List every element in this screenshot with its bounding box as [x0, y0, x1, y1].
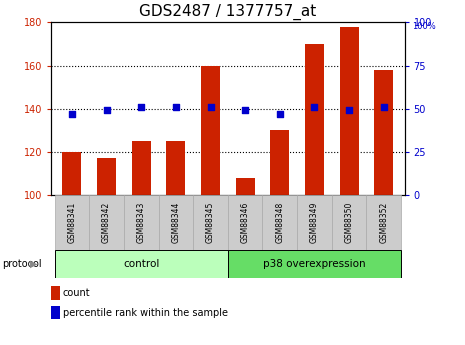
Bar — [270, 130, 289, 195]
Text: ▶: ▶ — [30, 259, 37, 269]
Bar — [305, 44, 324, 195]
Text: GSM88350: GSM88350 — [345, 202, 353, 243]
Text: control: control — [123, 259, 159, 269]
Bar — [132, 141, 151, 195]
Text: GSM88342: GSM88342 — [102, 202, 111, 243]
Bar — [54, 195, 89, 250]
Text: GSM88346: GSM88346 — [241, 202, 250, 243]
Point — [207, 104, 214, 110]
Bar — [62, 152, 81, 195]
Bar — [54, 250, 228, 278]
Text: GSM88348: GSM88348 — [275, 202, 284, 243]
Bar — [297, 195, 332, 250]
Text: GSM88343: GSM88343 — [137, 202, 146, 243]
Text: GSM88349: GSM88349 — [310, 202, 319, 243]
Point — [241, 108, 249, 113]
Title: GDS2487 / 1377757_at: GDS2487 / 1377757_at — [139, 3, 317, 20]
Text: GSM88344: GSM88344 — [172, 202, 180, 243]
Bar — [228, 250, 401, 278]
Text: GSM88345: GSM88345 — [206, 202, 215, 243]
Bar — [159, 195, 193, 250]
Text: percentile rank within the sample: percentile rank within the sample — [63, 308, 228, 317]
Text: protocol: protocol — [2, 259, 42, 269]
Bar — [193, 195, 228, 250]
Bar — [89, 195, 124, 250]
Point — [345, 108, 353, 113]
Point — [103, 108, 110, 113]
Point — [380, 104, 387, 110]
Point — [172, 104, 179, 110]
Bar — [166, 141, 186, 195]
Point — [311, 104, 318, 110]
Text: count: count — [63, 288, 90, 298]
Bar — [97, 158, 116, 195]
Text: 100%: 100% — [412, 22, 435, 31]
Bar — [263, 195, 297, 250]
Text: GSM88352: GSM88352 — [379, 202, 388, 243]
Bar — [339, 27, 359, 195]
Text: p38 overexpression: p38 overexpression — [263, 259, 366, 269]
Bar — [366, 195, 401, 250]
Text: GSM88341: GSM88341 — [67, 202, 76, 243]
Point — [138, 104, 145, 110]
Bar — [374, 70, 393, 195]
Bar — [228, 195, 263, 250]
Point — [68, 111, 76, 117]
Bar — [236, 178, 255, 195]
Bar — [201, 66, 220, 195]
Bar — [124, 195, 159, 250]
Point — [276, 111, 284, 117]
Bar — [332, 195, 366, 250]
